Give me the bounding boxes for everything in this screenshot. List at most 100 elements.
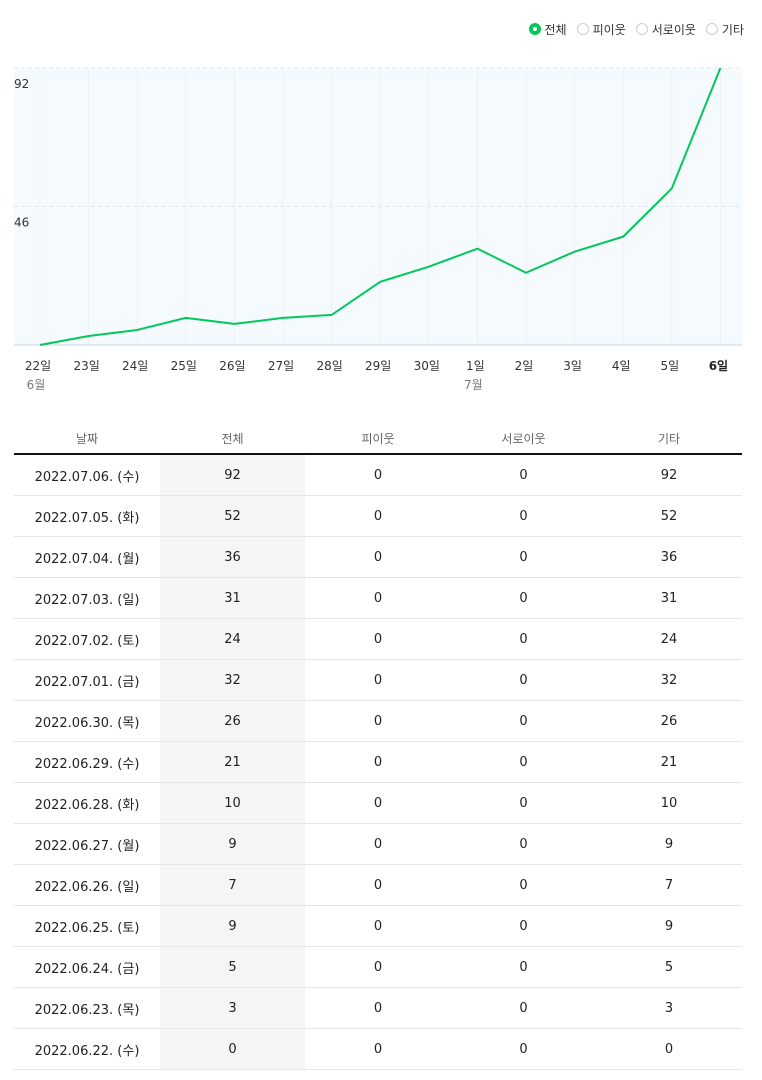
cell-date: 2022.07.06. (수) bbox=[14, 454, 160, 496]
filter-other[interactable]: 기타 bbox=[705, 21, 744, 38]
x-tick-label: 4일 bbox=[612, 359, 631, 373]
header-neighbor: 피이웃 bbox=[305, 424, 451, 455]
table-row: 2022.06.29. (수) 21 0 0 21 bbox=[14, 741, 742, 783]
cell-date: 2022.07.02. (토) bbox=[14, 618, 160, 660]
header-other: 기타 bbox=[596, 424, 742, 455]
table-row: 2022.06.28. (화) 10 0 0 10 bbox=[14, 782, 742, 824]
x-tick-label: 28일 bbox=[316, 359, 342, 373]
cell-neighbor: 0 bbox=[305, 536, 451, 578]
cell-date: 2022.07.03. (일) bbox=[14, 577, 160, 619]
table-row: 2022.06.26. (일) 7 0 0 7 bbox=[14, 864, 742, 906]
table-body: 2022.07.06. (수) 92 0 0 92 2022.07.05. (화) 52 0 0… bbox=[14, 454, 742, 1070]
series-line-total bbox=[39, 67, 722, 346]
cell-mutual-neighbor: 0 bbox=[451, 782, 596, 824]
table-row: 2022.07.03. (일) 31 0 0 31 bbox=[14, 577, 742, 619]
cell-mutual-neighbor: 0 bbox=[451, 618, 596, 660]
cell-other: 5 bbox=[596, 946, 742, 988]
cell-date: 2022.06.28. (화) bbox=[14, 782, 160, 824]
cell-other: 9 bbox=[596, 823, 742, 865]
cell-other: 24 bbox=[596, 618, 742, 660]
table-row: 2022.06.24. (금) 5 0 0 5 bbox=[14, 946, 742, 988]
cell-neighbor: 0 bbox=[305, 987, 451, 1029]
table-row: 2022.06.22. (수) 0 0 0 0 bbox=[14, 1028, 742, 1070]
month-label: 7월 bbox=[464, 378, 483, 392]
cell-mutual-neighbor: 0 bbox=[451, 659, 596, 701]
cell-date: 2022.07.04. (월) bbox=[14, 536, 160, 578]
table-row: 2022.07.02. (토) 24 0 0 24 bbox=[14, 618, 742, 660]
cell-mutual-neighbor: 0 bbox=[451, 987, 596, 1029]
cell-other: 26 bbox=[596, 700, 742, 742]
cell-date: 2022.07.05. (화) bbox=[14, 495, 160, 537]
filter-neighbor[interactable]: 피이웃 bbox=[576, 21, 626, 38]
cell-date: 2022.07.01. (금) bbox=[14, 659, 160, 701]
cell-other: 36 bbox=[596, 536, 742, 578]
cell-neighbor: 0 bbox=[305, 659, 451, 701]
cell-total: 36 bbox=[160, 536, 305, 578]
cell-total: 26 bbox=[160, 700, 305, 742]
y-tick-label: 46 bbox=[14, 216, 29, 230]
cell-date: 2022.06.27. (월) bbox=[14, 823, 160, 865]
cell-neighbor: 0 bbox=[305, 741, 451, 783]
cell-total: 10 bbox=[160, 782, 305, 824]
table-row: 2022.07.01. (금) 32 0 0 32 bbox=[14, 659, 742, 701]
header-date: 날짜 bbox=[14, 424, 160, 455]
cell-other: 10 bbox=[596, 782, 742, 824]
cell-total: 9 bbox=[160, 823, 305, 865]
cell-neighbor: 0 bbox=[305, 618, 451, 660]
cell-date: 2022.06.30. (목) bbox=[14, 700, 160, 742]
y-tick-label: 92 bbox=[14, 77, 29, 91]
cell-mutual-neighbor: 0 bbox=[451, 536, 596, 578]
table-row: 2022.06.27. (월) 9 0 0 9 bbox=[14, 823, 742, 865]
cell-neighbor: 0 bbox=[305, 577, 451, 619]
table-row: 2022.06.23. (목) 3 0 0 3 bbox=[14, 987, 742, 1029]
filter-mutual-neighbor[interactable]: 서로이웃 bbox=[635, 21, 696, 38]
x-tick-label: 6일 bbox=[709, 359, 728, 373]
visitor-line-chart: 92 46 22일 23일 24일 25일 26일 27일 28일 29일 30일 1일 2일 3일 4일 5… bbox=[14, 67, 742, 392]
filter-all[interactable]: 전체 bbox=[528, 21, 567, 38]
filter-all-label: 전체 bbox=[544, 22, 567, 37]
cell-date: 2022.06.26. (일) bbox=[14, 864, 160, 906]
cell-mutual-neighbor: 0 bbox=[451, 741, 596, 783]
cell-mutual-neighbor: 0 bbox=[451, 905, 596, 947]
series-filter: 전체 피이웃 서로이웃 기타 bbox=[528, 20, 744, 38]
table-row: 2022.07.06. (수) 92 0 0 92 bbox=[14, 454, 742, 496]
cell-date: 2022.06.25. (토) bbox=[14, 905, 160, 947]
daily-stats-table: 날짜 전체 피이웃 서로이웃 기타 2022.07.06. (수) 92 0 0 92 2… bbox=[14, 424, 742, 1070]
x-tick-label: 30일 bbox=[414, 359, 440, 373]
x-tick-label: 3일 bbox=[563, 359, 582, 373]
radio-checked-icon bbox=[528, 23, 541, 35]
cell-mutual-neighbor: 0 bbox=[451, 577, 596, 619]
cell-total: 92 bbox=[160, 454, 305, 496]
cell-neighbor: 0 bbox=[305, 946, 451, 988]
filter-other-label: 기타 bbox=[721, 22, 744, 37]
cell-mutual-neighbor: 0 bbox=[451, 454, 596, 496]
cell-other: 21 bbox=[596, 741, 742, 783]
cell-neighbor: 0 bbox=[305, 700, 451, 742]
cell-other: 9 bbox=[596, 905, 742, 947]
x-tick-label: 5일 bbox=[660, 359, 679, 373]
cell-mutual-neighbor: 0 bbox=[451, 700, 596, 742]
filter-mutual-neighbor-label: 서로이웃 bbox=[651, 22, 696, 37]
x-tick-label: 22일 bbox=[25, 359, 51, 373]
cell-neighbor: 0 bbox=[305, 905, 451, 947]
cell-date: 2022.06.24. (금) bbox=[14, 946, 160, 988]
cell-date: 2022.06.23. (목) bbox=[14, 987, 160, 1029]
cell-neighbor: 0 bbox=[305, 782, 451, 824]
cell-total: 32 bbox=[160, 659, 305, 701]
table-row: 2022.06.25. (토) 9 0 0 9 bbox=[14, 905, 742, 947]
cell-neighbor: 0 bbox=[305, 1028, 451, 1070]
x-tick-label: 25일 bbox=[171, 359, 197, 373]
cell-neighbor: 0 bbox=[305, 864, 451, 906]
x-tick-label: 23일 bbox=[73, 359, 99, 373]
cell-other: 31 bbox=[596, 577, 742, 619]
cell-date: 2022.06.29. (수) bbox=[14, 741, 160, 783]
x-tick-label: 26일 bbox=[219, 359, 245, 373]
x-tick-label: 1일 bbox=[466, 359, 485, 373]
cell-mutual-neighbor: 0 bbox=[451, 864, 596, 906]
cell-total: 52 bbox=[160, 495, 305, 537]
cell-total: 5 bbox=[160, 946, 305, 988]
cell-mutual-neighbor: 0 bbox=[451, 1028, 596, 1070]
table-row: 2022.07.05. (화) 52 0 0 52 bbox=[14, 495, 742, 537]
cell-other: 3 bbox=[596, 987, 742, 1029]
x-tick-label: 24일 bbox=[122, 359, 148, 373]
